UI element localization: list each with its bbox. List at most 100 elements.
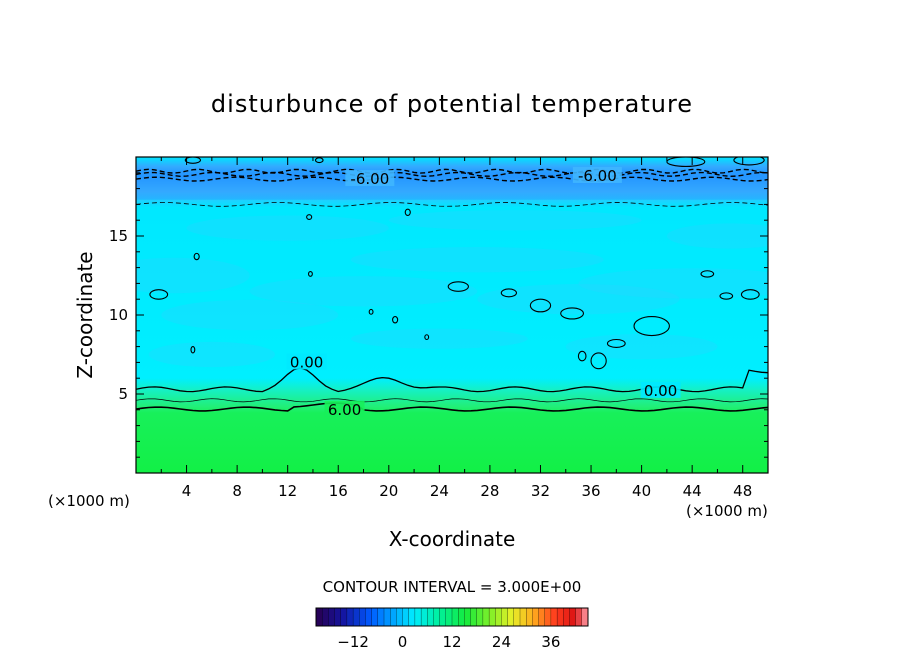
contour-label-bg xyxy=(286,353,327,370)
field-patch xyxy=(477,284,680,315)
contour-label: 6.00 xyxy=(328,401,361,419)
colorbar-cell xyxy=(451,607,459,627)
colorbar-cell xyxy=(408,607,416,627)
contour-island xyxy=(306,214,313,220)
x-axis-title: X-coordinate xyxy=(389,527,516,551)
colorbar-cell xyxy=(433,607,441,627)
contour-island xyxy=(700,270,715,278)
contour-label-bg xyxy=(345,170,395,187)
contour-label-bg xyxy=(572,166,622,183)
z-unit-label: (×1000 m) xyxy=(48,492,130,510)
contour-island xyxy=(560,307,585,320)
colorbar-cell xyxy=(501,607,509,627)
colorbar-cell xyxy=(550,607,558,627)
field-patch xyxy=(148,341,276,368)
contour-island xyxy=(577,350,587,362)
chart-title: disturbunce of potential temperature xyxy=(211,90,693,118)
plot-area xyxy=(135,156,769,474)
contour-island xyxy=(424,334,430,341)
contour-negative xyxy=(136,171,768,178)
colorbar-cell xyxy=(507,607,515,627)
contour-island xyxy=(149,289,169,300)
x-tick-label: 28 xyxy=(480,482,499,500)
contour-island xyxy=(733,157,765,166)
colorbar-cell xyxy=(359,607,366,627)
colorbar-cell xyxy=(414,607,422,627)
x-tick-label: 48 xyxy=(733,482,752,500)
y-tick-label: 15 xyxy=(109,227,128,245)
contour-label: -6.00 xyxy=(350,170,389,188)
contour-label-bg xyxy=(640,381,681,398)
colorbar-cell xyxy=(396,607,403,627)
contour-island xyxy=(404,208,411,217)
x-unit-label: (×1000 m) xyxy=(686,502,768,520)
contour-negative xyxy=(136,176,768,182)
colorbar-cell xyxy=(445,607,453,627)
contour-island xyxy=(307,271,313,277)
contour-label: 0.00 xyxy=(644,382,677,400)
contour-island xyxy=(447,281,469,292)
x-tick-label: 40 xyxy=(632,482,651,500)
colorbar-cell xyxy=(334,607,342,627)
contour-island xyxy=(590,352,607,370)
colorbar-cell xyxy=(488,607,496,627)
x-tick-label: 16 xyxy=(329,482,348,500)
contour-island xyxy=(184,157,202,164)
x-tick-label: 20 xyxy=(379,482,398,500)
contour-island xyxy=(666,157,706,168)
x-tick-label: 36 xyxy=(581,482,600,500)
colorbar-cell xyxy=(538,607,546,627)
colorbar-cell xyxy=(513,607,521,627)
x-tick-label: 12 xyxy=(278,482,297,500)
colorbar-cell xyxy=(532,607,539,627)
colorbar-cell xyxy=(470,607,478,627)
colorbar-tick-label: −12 xyxy=(337,633,369,651)
y-tick-label: 5 xyxy=(118,385,128,403)
contour-negative xyxy=(136,168,768,174)
colorbar-cell xyxy=(322,607,329,627)
colorbar-cell xyxy=(563,607,570,627)
contour-label-bg xyxy=(324,400,365,417)
contour-island xyxy=(314,157,324,164)
colorbar-cell xyxy=(519,607,527,627)
colorbar-tick-label: 0 xyxy=(398,633,408,651)
upper-band xyxy=(136,172,768,200)
colorbar-tick-label: 36 xyxy=(541,633,560,651)
contour-interval-text: CONTOUR INTERVAL = 3.000E+00 xyxy=(323,578,582,596)
field-background xyxy=(136,157,768,473)
colorbar-cell xyxy=(365,607,373,627)
contour-labels: 0.00 0.00 6.00 -6.00 -6.00 xyxy=(286,166,681,419)
colorbar: −12 0 12 24 36 xyxy=(315,607,589,651)
colorbar-cell xyxy=(371,607,379,627)
colorbar-cell xyxy=(464,607,471,627)
colorbar-tick-label: 12 xyxy=(442,633,461,651)
contour-island xyxy=(368,308,374,315)
colorbar-cell xyxy=(439,607,447,627)
colorbar-cell xyxy=(458,607,465,627)
colorbar-cell xyxy=(526,607,533,627)
colorbar-cell xyxy=(420,607,428,627)
field-patch xyxy=(161,299,339,331)
colorbar-frame xyxy=(315,607,589,627)
colorbar-cell xyxy=(352,607,360,627)
colorbar-cell xyxy=(495,607,502,627)
colorbar-cell xyxy=(383,607,391,627)
y-axis: 5 10 15 xyxy=(109,172,768,458)
colorbar-cell xyxy=(581,607,589,627)
contour-island xyxy=(193,252,200,261)
field-patch xyxy=(666,223,768,249)
y-axis-title: Z-coordinate xyxy=(73,251,97,378)
contour-island xyxy=(633,316,670,337)
colorbar-cell xyxy=(544,607,552,627)
colorbar-cell xyxy=(340,607,348,627)
x-tick-label: 4 xyxy=(182,482,192,500)
contour-island xyxy=(529,298,552,313)
contour-island xyxy=(740,289,760,300)
y-tick-label: 10 xyxy=(109,306,128,324)
colorbar-cell xyxy=(346,607,354,627)
x-tick-label: 32 xyxy=(531,482,550,500)
field-patch xyxy=(249,276,478,307)
colorbar-cell xyxy=(390,607,397,627)
colorbar-cell xyxy=(377,607,385,627)
